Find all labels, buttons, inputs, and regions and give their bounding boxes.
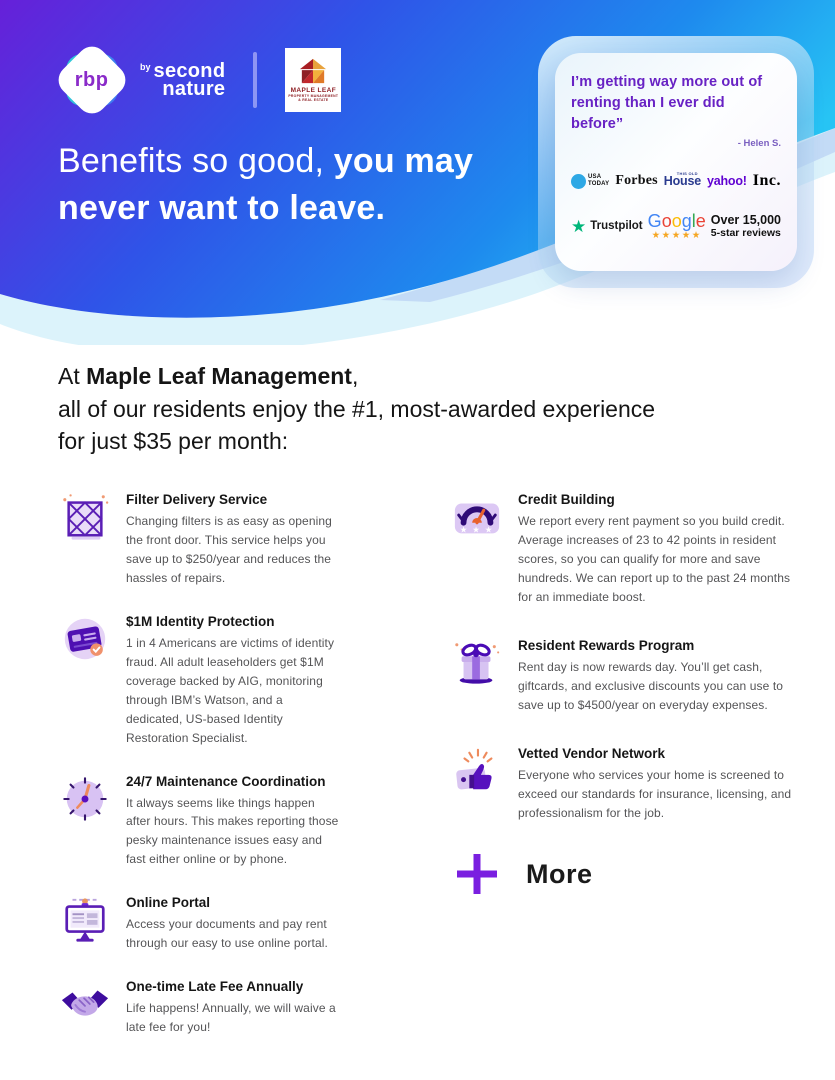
- trustpilot-logo: ★ Trustpilot: [571, 218, 643, 235]
- google-letter: l: [691, 211, 696, 232]
- more-label: More: [526, 858, 593, 889]
- rbp-logo-diamond: rbp: [52, 40, 132, 120]
- intro-brand: Maple Leaf Management: [86, 363, 352, 389]
- benefit-vetted-vendors: Vetted Vendor Network Everyone who servi…: [452, 744, 792, 823]
- second-nature-by: by: [140, 62, 151, 72]
- testimonial-quote: I’m getting way more out of renting than…: [571, 74, 763, 133]
- svg-text:★: ★: [485, 524, 493, 534]
- clock-icon: [63, 776, 107, 821]
- google-stars-icon: ★★★★★: [651, 230, 702, 242]
- maple-leaf-subtitle1: PROPERTY MANAGEMENT: [288, 94, 339, 98]
- maple-leaf-logo: MAPLE LEAF PROPERTY MANAGEMENT & REAL ES…: [285, 48, 342, 112]
- logo-row: rbp by second nature MAPLE LEAF PROPERTY…: [52, 40, 342, 120]
- intro-line2: all of our residents enjoy the #1, most-…: [58, 395, 656, 422]
- usa-today-logo: USA TODAY: [571, 173, 610, 189]
- testimonial-attribution: - Helen S.: [737, 138, 781, 150]
- second-nature-word2: nature: [162, 78, 226, 100]
- usa-today-line1: USA: [588, 174, 602, 181]
- trustpilot-star-icon: ★: [571, 216, 587, 236]
- google-letter: o: [671, 211, 682, 232]
- monitor-icon: [65, 898, 105, 942]
- benefit-description: 1 in 4 Americans are victims of identity…: [126, 635, 335, 745]
- gift-icon: [455, 642, 500, 684]
- usa-today-circle-icon: [571, 173, 586, 189]
- benefit-title: Credit Building: [518, 492, 615, 507]
- media-logos-row: USA TODAY Forbes THIS OLD House yahoo! I…: [571, 171, 781, 190]
- second-nature-logo: by second nature: [140, 61, 225, 99]
- testimonial-card: I’m getting way more out of renting than…: [555, 53, 797, 271]
- benefit-description: We report every rent payment so you buil…: [518, 514, 791, 604]
- maple-leaf-title: MAPLE LEAF: [290, 87, 337, 94]
- headline-bold1: you may: [333, 142, 474, 180]
- benefit-description: It always seems like things happen after…: [126, 795, 339, 867]
- reviews-row: ★ Trustpilot Google ★★★★★ Over 15,000 5-…: [571, 212, 781, 241]
- intro-heading: At Maple Leaf Management, all of our res…: [58, 360, 655, 458]
- maple-leaf-subtitle2: & REAL ESTATE: [298, 98, 329, 102]
- google-letter: g: [681, 211, 692, 232]
- benefit-title: Filter Delivery Service: [126, 492, 268, 507]
- benefit-resident-rewards: Resident Rewards Program Rent day is now…: [452, 636, 792, 715]
- headline-regular: Benefits so good,: [58, 142, 334, 180]
- benefit-filter-delivery: Filter Delivery Service Changing filters…: [60, 490, 360, 588]
- reviews-count: Over 15,000 5-star reviews: [711, 213, 781, 239]
- thumbs-up-icon: [456, 748, 493, 790]
- maple-leaf-house-icon: [300, 58, 327, 84]
- benefit-description: Everyone who services your home is scree…: [518, 767, 792, 820]
- benefits-column-right: ★ ★ ★ Credit Building We report every re…: [452, 490, 792, 897]
- google-letter: G: [647, 211, 662, 232]
- benefit-identity-protection: $1M Identity Protection 1 in 4 Americans…: [60, 612, 360, 748]
- benefit-maintenance-coordination: 24/7 Maintenance Coordination It always …: [60, 772, 360, 870]
- this-old-house-main-text: House: [663, 174, 701, 189]
- testimonial-panel: I’m getting way more out of renting than…: [538, 36, 814, 288]
- logo-divider: [253, 52, 258, 108]
- reviews-count-line1: Over 15,000: [710, 213, 781, 228]
- rbp-logo-text: rbp: [75, 68, 109, 91]
- benefit-title: $1M Identity Protection: [126, 613, 275, 629]
- benefit-online-portal: Online Portal Access your documents and …: [60, 893, 360, 953]
- benefits-column-left: Filter Delivery Service Changing filters…: [60, 490, 360, 1061]
- inc-logo: Inc.: [752, 172, 781, 190]
- headline-bold2: never want to leave.: [58, 188, 386, 227]
- headline: Benefits so good, you may never want to …: [58, 138, 473, 232]
- google-letter: o: [661, 211, 672, 232]
- trustpilot-name: Trustpilot: [590, 220, 643, 233]
- benefit-description: Life happens! Annually, we will waive a …: [126, 1001, 336, 1035]
- id-card-icon: [64, 618, 106, 660]
- svg-text:★: ★: [472, 524, 480, 534]
- svg-text:★: ★: [460, 524, 468, 534]
- usa-today-line2: TODAY: [588, 181, 610, 188]
- intro-line3: for just $35 per month:: [58, 428, 289, 455]
- forbes-logo: Forbes: [615, 173, 658, 189]
- gauge-icon: ★ ★ ★: [454, 503, 500, 534]
- this-old-house-small-text: THIS OLD: [676, 171, 698, 177]
- intro-prefix: At: [58, 363, 87, 389]
- this-old-house-logo: THIS OLD House: [663, 171, 701, 189]
- benefit-late-fee-waiver: One-time Late Fee Annually Life happens!…: [60, 977, 360, 1037]
- yahoo-logo: yahoo!: [706, 174, 747, 189]
- intro-suffix: ,: [351, 363, 359, 389]
- benefit-description: Rent day is now rewards day. You’ll get …: [518, 659, 784, 712]
- handshake-icon: [61, 990, 109, 1016]
- google-logo: Google ★★★★★: [648, 212, 706, 241]
- benefit-title: Online Portal: [126, 895, 211, 911]
- google-letter: e: [695, 211, 706, 232]
- benefit-description: Changing filters is as easy as opening t…: [126, 514, 332, 585]
- benefit-title: 24/7 Maintenance Coordination: [126, 773, 326, 789]
- filter-icon: [63, 494, 109, 540]
- plus-icon: [457, 854, 497, 895]
- benefit-description: Access your documents and pay rent throu…: [126, 917, 328, 951]
- benefit-credit-building: ★ ★ ★ Credit Building We report every re…: [452, 490, 792, 607]
- benefit-title: One-time Late Fee Annually: [126, 979, 304, 995]
- more-benefits: More: [454, 851, 792, 897]
- second-nature-word1: second: [153, 60, 226, 82]
- benefit-title: Resident Rewards Program: [518, 637, 695, 653]
- rbp-logo: rbp: [52, 40, 132, 120]
- reviews-count-line2: 5-star reviews: [710, 227, 781, 240]
- benefit-title: Vetted Vendor Network: [518, 745, 666, 761]
